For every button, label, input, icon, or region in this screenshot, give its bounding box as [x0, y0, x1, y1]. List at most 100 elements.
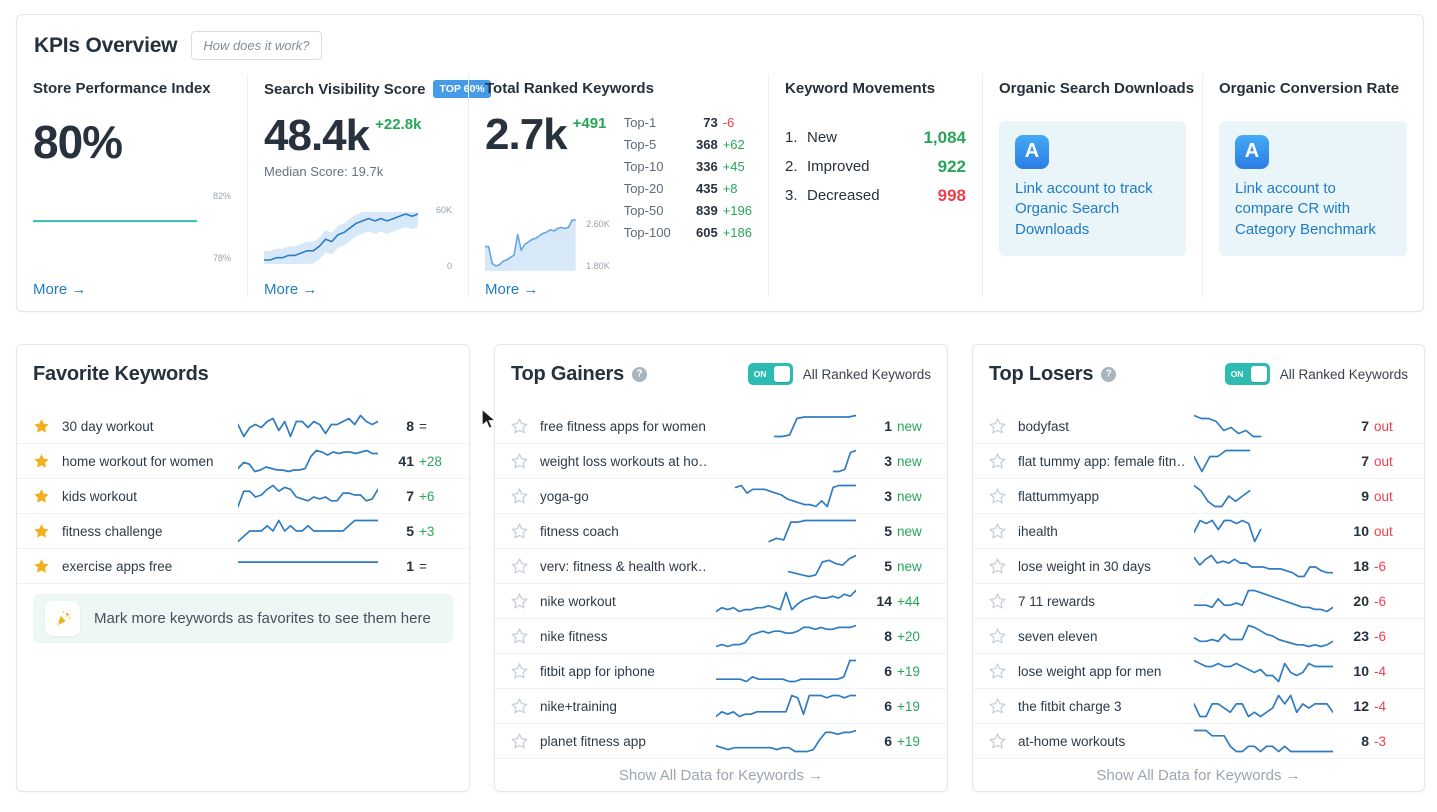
spi-value-row: 80% — [33, 119, 231, 165]
keyword-rank-delta: out — [1374, 488, 1393, 504]
how-does-it-work-button[interactable]: How does it work? — [191, 31, 322, 60]
favorite-star-icon[interactable] — [33, 453, 53, 470]
rank-sparkline — [716, 729, 856, 753]
trk-bucket-value: 839 — [696, 202, 718, 218]
top-percent-badge: TOP 60% — [433, 80, 491, 98]
favorite-star-outline-icon[interactable] — [989, 522, 1009, 540]
favorite-star-icon[interactable] — [33, 523, 53, 540]
keyword-row[interactable]: weight loss workouts at ho… 3 new — [495, 444, 947, 479]
svs-more-link[interactable]: More → — [264, 281, 318, 298]
keyword-rank-delta: new — [897, 558, 922, 574]
all-ranked-keywords-toggle[interactable]: ON — [1224, 363, 1270, 385]
trk-more-link[interactable]: More → — [485, 281, 539, 298]
keyword-label: weight loss workouts at ho… — [540, 453, 708, 469]
spi-axis-top: 82% — [212, 191, 231, 201]
favorite-star-outline-icon[interactable] — [511, 662, 531, 680]
favorite-star-outline-icon[interactable] — [989, 627, 1009, 645]
keyword-row[interactable]: exercise apps free 1 = — [17, 549, 469, 584]
keyword-row[interactable]: nike+training 6 +19 — [495, 689, 947, 724]
toggle-text: All Ranked Keywords — [802, 366, 931, 382]
favorite-star-outline-icon[interactable] — [511, 732, 531, 750]
keyword-rank: 3 — [884, 453, 892, 469]
keyword-row[interactable]: ihealth 10 out — [973, 514, 1424, 549]
keyword-rank-delta: +19 — [897, 663, 920, 679]
favorite-star-outline-icon[interactable] — [989, 487, 1009, 505]
keyword-row[interactable]: lose weight in 30 days 18 -6 — [973, 549, 1424, 584]
keyword-row[interactable]: the fitbit charge 3 12 -4 — [973, 689, 1424, 724]
keyword-rank-delta: new — [897, 488, 922, 504]
favorite-star-outline-icon[interactable] — [989, 697, 1009, 715]
keyword-row[interactable]: fitness challenge 5 +3 — [17, 514, 469, 549]
svs-trend-line — [264, 212, 418, 264]
favorite-star-outline-icon[interactable] — [989, 592, 1009, 610]
spi-value: 80% — [33, 116, 123, 168]
keyword-label: lose weight in 30 days — [1018, 558, 1151, 574]
keyword-row[interactable]: free fitness apps for women 1 new — [495, 409, 947, 444]
show-all-data-link[interactable]: Show All Data for Keywords → — [1096, 767, 1301, 784]
favorite-star-outline-icon[interactable] — [511, 522, 531, 540]
keyword-rank: 12 — [1353, 698, 1369, 714]
svs-chart: 60K 0 — [264, 205, 452, 271]
toggle-knob — [1250, 366, 1267, 382]
keyword-label: nike workout — [540, 593, 616, 609]
keyword-row[interactable]: 30 day workout 8 = — [17, 409, 469, 444]
favorite-star-outline-icon[interactable] — [989, 662, 1009, 680]
keyword-row[interactable]: seven eleven 23 -6 — [973, 619, 1424, 654]
keyword-row[interactable]: kids workout 7 +6 — [17, 479, 469, 514]
movement-label: Improved — [807, 158, 870, 175]
favorite-star-outline-icon[interactable] — [511, 697, 531, 715]
keyword-rank-delta: +28 — [419, 453, 442, 469]
keyword-row[interactable]: verv: fitness & health work… 5 new — [495, 549, 947, 584]
kpi-columns: Store Performance Index 80% 82% 78% More… — [17, 74, 1423, 298]
keyword-row[interactable]: 7 11 rewards 20 -6 — [973, 584, 1424, 619]
keyword-label: lose weight app for men — [1018, 663, 1162, 679]
favorite-star-outline-icon[interactable] — [511, 627, 531, 645]
svs-value: 48.4k — [264, 111, 370, 160]
favorite-star-outline-icon[interactable] — [511, 487, 531, 505]
keyword-row[interactable]: planet fitness app 6 +19 — [495, 724, 947, 759]
osd-link-box: Link account to track Organic Search Dow… — [999, 121, 1186, 256]
favorite-star-outline-icon[interactable] — [511, 592, 531, 610]
help-icon[interactable] — [632, 366, 648, 382]
keyword-row[interactable]: flat tummy app: female fitn… 7 out — [973, 444, 1424, 479]
favorite-star-icon[interactable] — [33, 488, 53, 505]
keyword-row[interactable]: nike fitness 8 +20 — [495, 619, 947, 654]
trk-bucket-delta: +186 — [722, 224, 752, 240]
keyword-row[interactable]: lose weight app for men 10 -4 — [973, 654, 1424, 689]
movement-value: 922 — [937, 156, 966, 176]
gainers-title: Top Gainers — [511, 362, 625, 385]
keyword-row[interactable]: home workout for women 41 +28 — [17, 444, 469, 479]
show-all-data-link[interactable]: Show All Data for Keywords → — [618, 767, 824, 784]
keyword-row[interactable]: yoga-go 3 new — [495, 479, 947, 514]
keyword-row[interactable]: bodyfast 7 out — [973, 409, 1424, 444]
osd-link[interactable]: Link account to track Organic Search Dow… — [1015, 180, 1153, 238]
favorite-star-outline-icon[interactable] — [989, 417, 1009, 435]
rank-sparkline — [1194, 729, 1333, 753]
all-ranked-keywords-toggle[interactable]: ON — [747, 363, 793, 385]
favorite-star-outline-icon[interactable] — [511, 452, 531, 470]
favorite-star-outline-icon[interactable] — [989, 732, 1009, 750]
favorite-star-icon[interactable] — [33, 558, 53, 575]
ocr-link[interactable]: Link account to compare CR with Category… — [1235, 180, 1376, 238]
favorite-star-outline-icon[interactable] — [511, 417, 531, 435]
rank-sparkline — [787, 554, 856, 578]
trk-axis-top: 2.60K — [586, 219, 610, 229]
keyword-label: at-home workouts — [1018, 733, 1126, 749]
spi-more-link[interactable]: More → — [33, 281, 87, 298]
favorite-star-outline-icon[interactable] — [989, 557, 1009, 575]
keyword-row[interactable]: fitness coach 5 new — [495, 514, 947, 549]
keyword-row[interactable]: at-home workouts 8 -3 — [973, 724, 1424, 759]
ocr-title: Organic Conversion Rate — [1219, 80, 1400, 97]
rank-sparkline — [238, 484, 378, 508]
help-icon[interactable] — [1101, 366, 1117, 382]
rank-sparkline — [1194, 554, 1333, 578]
party-popper-icon — [45, 601, 80, 636]
keyword-row[interactable]: flattummyapp 9 out — [973, 479, 1424, 514]
favorites-hint-text: Mark more keywords as favorites to see t… — [94, 610, 431, 627]
favorite-star-outline-icon[interactable] — [511, 557, 531, 575]
trk-bucket-delta: +62 — [722, 136, 745, 152]
favorite-star-outline-icon[interactable] — [989, 452, 1009, 470]
keyword-row[interactable]: fitbit app for iphone 6 +19 — [495, 654, 947, 689]
favorite-star-icon[interactable] — [33, 418, 53, 435]
keyword-row[interactable]: nike workout 14 +44 — [495, 584, 947, 619]
